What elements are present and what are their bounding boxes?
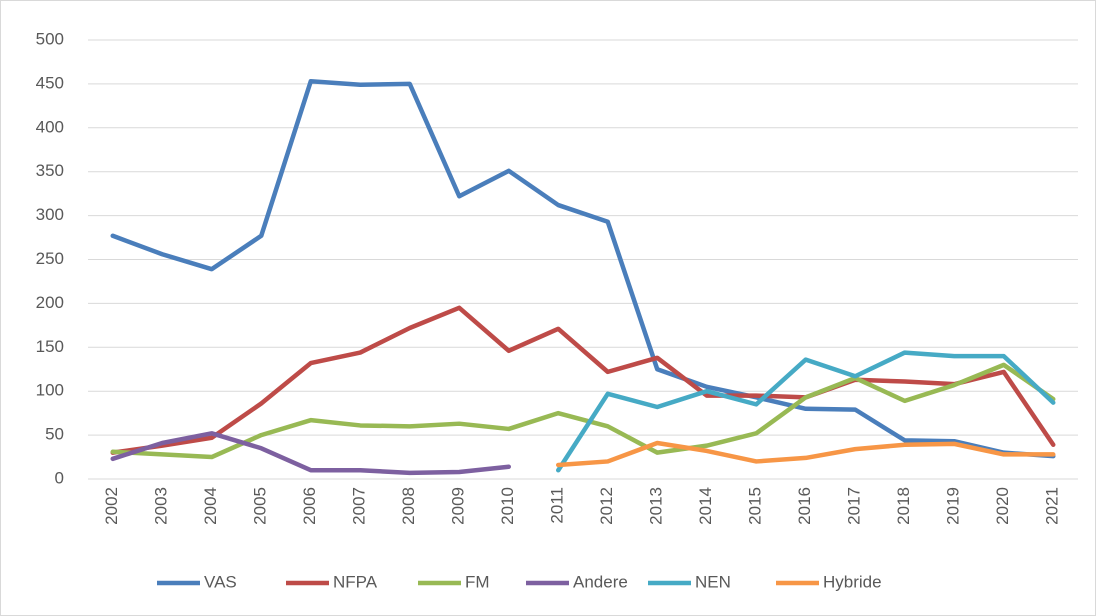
x-tick-label: 2009 — [449, 487, 468, 525]
x-tick-label: 2003 — [152, 487, 171, 525]
legend-label: Hybride — [823, 572, 882, 591]
x-tick-label: 2021 — [1043, 487, 1062, 525]
y-tick-label: 300 — [36, 205, 64, 224]
y-tick-label: 500 — [36, 29, 64, 48]
x-tick-label: 2013 — [647, 487, 666, 525]
legend-label: Andere — [573, 572, 628, 591]
x-tick-label: 2018 — [894, 487, 913, 525]
series-line — [110, 305, 1056, 455]
series-line — [110, 79, 1056, 459]
y-tick-label: 400 — [36, 117, 64, 136]
x-tick-label: 2019 — [944, 487, 963, 525]
y-tick-label: 150 — [36, 337, 64, 356]
legend-label: FM — [465, 572, 490, 591]
y-tick-label: 450 — [36, 73, 64, 92]
x-tick-label: 2012 — [597, 487, 616, 525]
x-tick-label: 2002 — [102, 487, 121, 525]
legend-label: NEN — [695, 572, 731, 591]
series-line — [556, 440, 1056, 468]
x-tick-label: 2014 — [696, 487, 715, 525]
series-line — [556, 350, 1056, 473]
x-tick-label: 2020 — [993, 487, 1012, 525]
y-tick-label: 350 — [36, 161, 64, 180]
x-tick-label: 2005 — [251, 487, 270, 525]
legend-label: VAS — [204, 572, 237, 591]
y-tick-label: 100 — [36, 381, 64, 400]
x-tick-label: 2010 — [498, 487, 517, 525]
series-line — [110, 431, 511, 476]
y-tick-label: 0 — [55, 468, 64, 487]
x-tick-label: 2008 — [399, 487, 418, 525]
x-tick-label: 2006 — [300, 487, 319, 525]
y-tick-label: 50 — [45, 425, 64, 444]
legend-label: NFPA — [333, 572, 378, 591]
series-line — [110, 362, 1056, 460]
x-tick-label: 2016 — [795, 487, 814, 525]
y-tick-label: 200 — [36, 293, 64, 312]
x-tick-label: 2004 — [201, 487, 220, 525]
y-tick-label: 250 — [36, 249, 64, 268]
x-tick-label: 2011 — [548, 487, 567, 524]
x-tick-label: 2017 — [845, 487, 864, 525]
x-tick-label: 2007 — [350, 487, 369, 525]
x-tick-label: 2015 — [746, 487, 765, 525]
